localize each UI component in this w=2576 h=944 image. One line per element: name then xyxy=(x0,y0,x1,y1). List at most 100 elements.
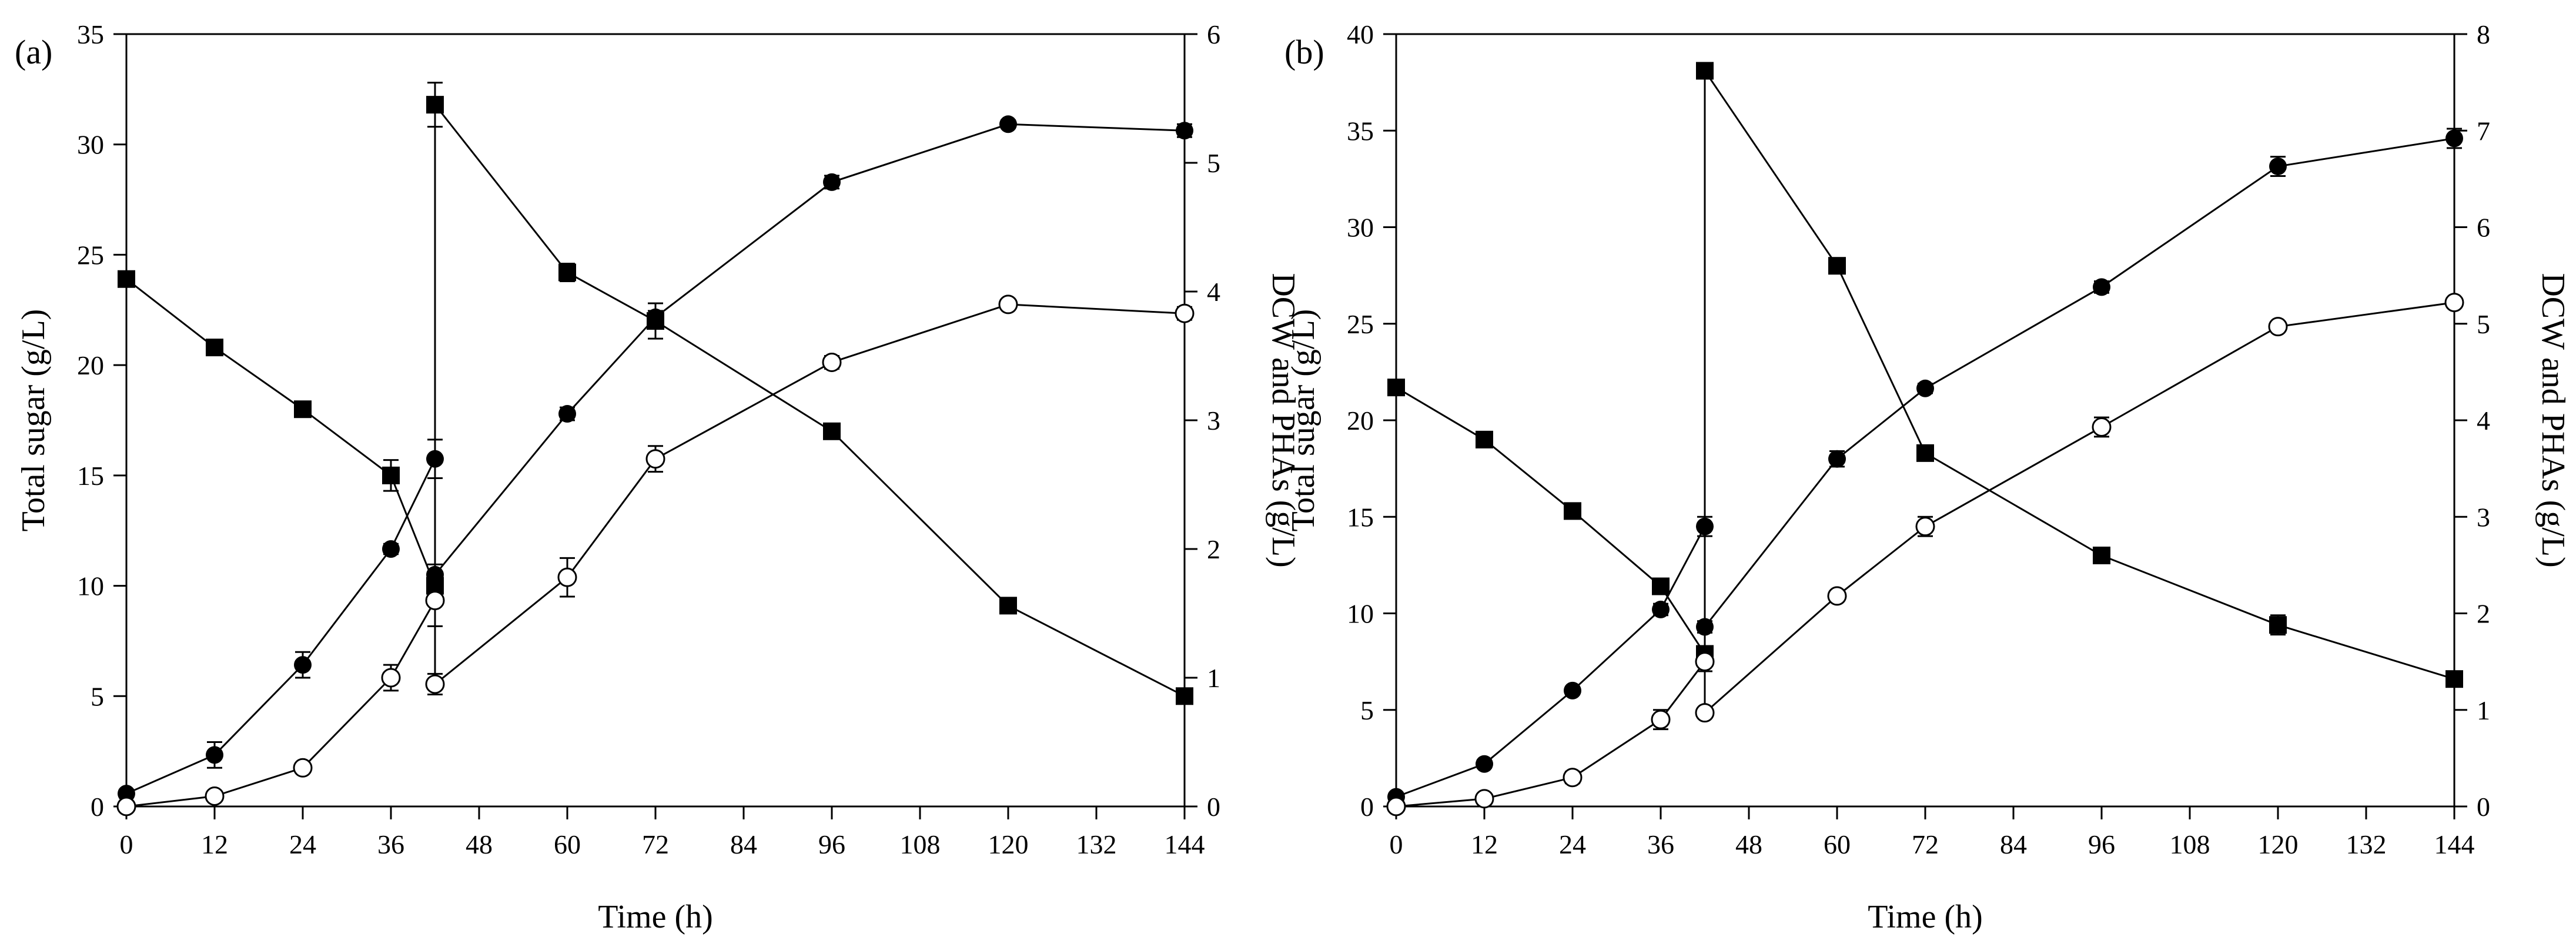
data-point-dcw xyxy=(2269,158,2287,176)
data-point-total-sugar xyxy=(382,466,400,484)
data-point-phas xyxy=(1563,768,1583,788)
data-point-dcw xyxy=(1828,450,1846,468)
x-tick-label: 84 xyxy=(730,829,757,859)
data-point-phas xyxy=(645,449,665,469)
data-point-phas xyxy=(205,786,225,806)
data-point-dcw xyxy=(1652,600,1670,618)
y2-tick-label: 1 xyxy=(1207,663,1220,693)
data-point-total-sugar xyxy=(1696,62,1714,80)
data-point-dcw xyxy=(1696,618,1714,636)
data-point-phas xyxy=(557,567,577,587)
y-tick-label: 0 xyxy=(91,792,104,822)
y2-tick-label: 8 xyxy=(2477,19,2490,49)
data-point-phas xyxy=(116,796,136,816)
panel-label: (a) xyxy=(15,33,52,71)
x-tick-label: 36 xyxy=(377,829,404,859)
x-tick-label: 0 xyxy=(120,829,133,859)
y-tick-label: 30 xyxy=(1347,213,1374,243)
data-point-phas xyxy=(293,758,313,778)
x-tick-label: 0 xyxy=(1390,829,1403,859)
y2-tick-label: 3 xyxy=(2477,502,2490,532)
data-point-total-sugar xyxy=(2269,616,2287,634)
y-tick-label: 10 xyxy=(77,571,104,601)
data-point-phas xyxy=(2268,317,2288,337)
x-tick-label: 48 xyxy=(1735,829,1762,859)
y2-axis-label: DCW and PHAs (g/L) xyxy=(2535,273,2571,567)
data-point-phas xyxy=(998,294,1018,314)
data-point-phas xyxy=(1651,709,1671,729)
y-tick-label: 10 xyxy=(1347,599,1374,629)
data-point-total-sugar xyxy=(1176,687,1193,705)
data-point-dcw xyxy=(382,540,400,558)
x-tick-label: 132 xyxy=(1076,829,1117,859)
y2-axis-label: DCW and PHAs (g/L) xyxy=(1265,273,1302,567)
data-point-phas xyxy=(1386,796,1406,816)
data-point-total-sugar xyxy=(206,339,223,357)
y2-tick-label: 6 xyxy=(1207,19,1220,49)
data-point-phas xyxy=(822,352,842,372)
data-point-total-sugar xyxy=(558,263,576,282)
y2-tick-label: 0 xyxy=(1207,792,1220,822)
axes: 0 12 24 36 48 60 72 84 96 108 120 132 14405101520253… xyxy=(1347,19,2490,859)
y-tick-label: 40 xyxy=(1347,19,1374,49)
data-point-phas xyxy=(1474,789,1494,809)
y2-tick-label: 7 xyxy=(2477,116,2490,146)
y-tick-label: 25 xyxy=(77,240,104,270)
series-layer xyxy=(116,82,1195,816)
y-axis-label: Total sugar (g/L) xyxy=(1285,309,1322,532)
y2-tick-label: 5 xyxy=(2477,309,2490,339)
x-tick-label: 24 xyxy=(1559,829,1586,859)
x-tick-label: 132 xyxy=(2346,829,2387,859)
y-tick-label: 20 xyxy=(77,350,104,380)
y-tick-label: 30 xyxy=(77,130,104,160)
x-tick-label: 96 xyxy=(818,829,845,859)
axes: 0 12 24 36 48 60 72 84 96 108 120 132 14405101520253… xyxy=(77,19,1220,859)
data-point-dcw xyxy=(647,308,664,326)
panel-label: (b) xyxy=(1284,33,1324,71)
x-tick-label: 144 xyxy=(2434,829,2475,859)
data-point-total-sugar xyxy=(2445,670,2463,688)
x-tick-label: 60 xyxy=(1824,829,1851,859)
data-point-dcw xyxy=(823,173,841,191)
data-point-dcw xyxy=(2093,278,2110,296)
x-tick-label: 84 xyxy=(2000,829,2027,859)
y-tick-label: 15 xyxy=(77,461,104,491)
y2-tick-label: 4 xyxy=(2477,406,2490,436)
data-point-total-sugar xyxy=(426,96,444,114)
x-tick-label: 120 xyxy=(2258,829,2299,859)
data-point-total-sugar xyxy=(823,422,841,440)
data-point-total-sugar xyxy=(1387,379,1405,397)
data-point-total-sugar xyxy=(1652,577,1670,595)
data-point-phas xyxy=(1695,652,1715,672)
data-point-total-sugar xyxy=(1828,257,1846,275)
data-point-phas xyxy=(425,591,445,611)
y-tick-label: 35 xyxy=(1347,116,1374,146)
x-tick-label: 36 xyxy=(1647,829,1674,859)
data-point-phas xyxy=(381,668,401,688)
data-point-phas xyxy=(2444,293,2464,313)
data-point-total-sugar xyxy=(2093,546,2110,564)
data-point-total-sugar xyxy=(1564,502,1581,520)
y2-tick-label: 6 xyxy=(2477,213,2490,243)
data-point-dcw xyxy=(1564,681,1581,699)
data-point-dcw xyxy=(1916,379,1934,397)
x-tick-label: 48 xyxy=(466,829,493,859)
data-point-dcw xyxy=(1176,122,1193,140)
x-tick-label: 72 xyxy=(1912,829,1939,859)
data-point-dcw xyxy=(558,405,576,423)
series-line-phas xyxy=(1396,302,2455,808)
data-point-phas xyxy=(425,674,445,694)
panel-b: 0 12 24 36 48 60 72 84 96 108 120 132 14405101520253… xyxy=(1284,19,2571,935)
data-point-phas xyxy=(1915,517,1935,537)
x-tick-label: 108 xyxy=(900,829,941,859)
y2-tick-label: 2 xyxy=(1207,534,1220,564)
data-point-total-sugar xyxy=(1476,430,1493,448)
data-point-total-sugar xyxy=(294,400,312,419)
data-point-phas xyxy=(1695,703,1715,723)
data-point-dcw xyxy=(1476,755,1493,773)
data-point-dcw xyxy=(1696,517,1714,535)
series-line-total-sugar xyxy=(126,102,1185,697)
x-tick-label: 72 xyxy=(642,829,669,859)
x-tick-label: 60 xyxy=(554,829,581,859)
